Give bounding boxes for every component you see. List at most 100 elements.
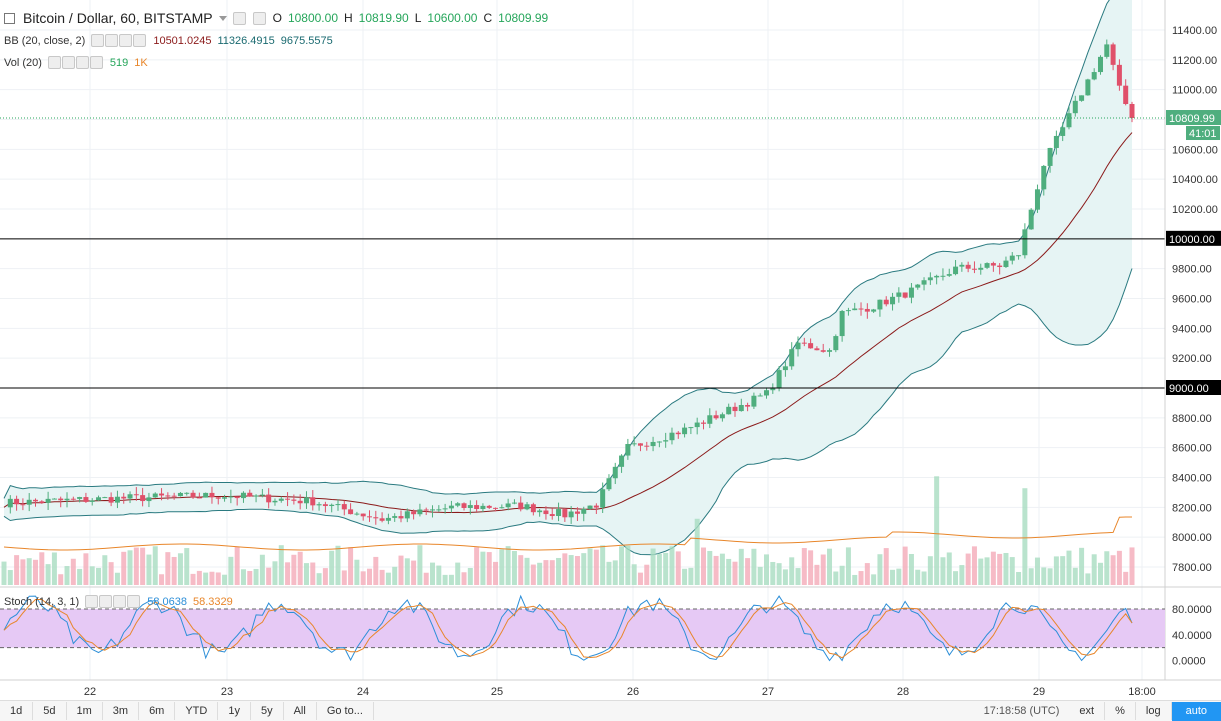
last-price-badge: 10809.99 [1169, 113, 1215, 125]
candle-body [921, 280, 927, 285]
add-icon[interactable] [119, 34, 133, 47]
candle-body [581, 508, 587, 514]
range-5d[interactable]: 5d [33, 702, 67, 720]
volume-bar [228, 556, 234, 585]
candle-body [297, 500, 303, 504]
volume-bar [745, 558, 751, 585]
volume-bar [373, 556, 379, 585]
eye-icon[interactable] [232, 11, 246, 25]
close-icon[interactable] [133, 34, 147, 47]
auto-toggle[interactable]: auto [1171, 701, 1221, 721]
level-badge-10000-bg [1166, 230, 1221, 246]
candle-body [253, 495, 259, 497]
log-toggle[interactable]: log [1136, 702, 1172, 720]
candle-body [303, 497, 309, 504]
price-tick-label: 8600.00 [1172, 443, 1212, 455]
volume-bar [348, 547, 354, 585]
candle-body [272, 500, 278, 503]
symbol-title[interactable]: Bitcoin / Dollar, 60, BITSTAMP [23, 10, 213, 26]
eye-icon[interactable] [85, 595, 99, 608]
add-icon[interactable] [113, 595, 127, 608]
level-badge-10000: 10000.00 [1169, 234, 1215, 246]
range-1d[interactable]: 1d [0, 702, 34, 720]
volume-bar [493, 561, 499, 585]
close-icon[interactable] [127, 595, 141, 608]
volume-bar [140, 547, 146, 585]
volume-bar [442, 574, 448, 585]
candle-body [719, 414, 725, 419]
candle-body [833, 336, 839, 351]
goto-button[interactable]: Go to... [317, 702, 374, 720]
candle-body [562, 509, 568, 518]
candle-body [83, 497, 89, 502]
add-icon[interactable] [75, 56, 89, 69]
candle-body [448, 505, 454, 509]
ext-toggle[interactable]: ext [1069, 702, 1106, 720]
candle-body [64, 498, 70, 501]
candle-body [1003, 260, 1009, 268]
candle-body [1060, 127, 1066, 136]
vol-label[interactable]: Vol (20) [4, 56, 42, 69]
settings-icon[interactable] [99, 595, 113, 608]
volume-bar [234, 546, 240, 585]
candle-body [209, 492, 215, 498]
volume-bar [7, 570, 13, 585]
chevron-down-icon[interactable] [218, 15, 227, 21]
range-all[interactable]: All [284, 702, 317, 720]
candle-body [436, 509, 442, 511]
candle-body [1079, 95, 1085, 101]
chart-canvas[interactable]: 11400.00 11200.00 11000.00 10800.00 10600.00… [0, 0, 1221, 700]
volume-bar [1028, 568, 1034, 585]
volume-bar [291, 554, 297, 585]
candle-body [480, 505, 486, 510]
volume-bar [310, 562, 316, 585]
settings-icon[interactable] [61, 56, 75, 69]
range-6m[interactable]: 6m [139, 702, 176, 720]
price-tick-label: 11200.00 [1172, 55, 1217, 67]
candle-body [234, 496, 240, 499]
candle-body [14, 498, 20, 505]
candle-body [1022, 229, 1028, 256]
volume-bar [474, 547, 480, 585]
candle-body [637, 443, 643, 446]
indicator-controls [47, 56, 104, 69]
bb-upper-line [3, 0, 1110, 499]
volume-bar [770, 561, 776, 585]
candle-body [159, 493, 165, 496]
bb-legend: BB (20, close, 2) 10501.0245 11326.4915 … [4, 34, 333, 47]
candle-body [751, 395, 757, 407]
settings-icon[interactable] [105, 34, 119, 47]
candle-body [801, 342, 807, 344]
candle-body [883, 299, 889, 305]
settings-icon[interactable] [252, 11, 266, 25]
collapse-icon[interactable] [4, 12, 15, 24]
candle-body [45, 498, 51, 503]
candle-body [177, 492, 183, 497]
eye-icon[interactable] [47, 56, 61, 69]
range-5y[interactable]: 5y [251, 702, 284, 720]
close-icon[interactable] [89, 56, 103, 69]
volume-bar [83, 553, 89, 585]
stoch-d-value: 58.3329 [192, 595, 233, 608]
indicator-controls [91, 34, 147, 47]
volume-bar [285, 562, 291, 585]
candle-body [102, 497, 108, 499]
candle-body [984, 263, 990, 268]
candle-body [631, 443, 637, 445]
range-3m[interactable]: 3m [103, 702, 140, 720]
range-ytd[interactable]: YTD [175, 702, 219, 720]
volume-bar [795, 568, 801, 585]
indicator-controls [85, 595, 141, 608]
percent-toggle[interactable]: % [1105, 702, 1136, 720]
volume-bar [45, 564, 51, 585]
volume-bar [978, 558, 984, 585]
range-1m[interactable]: 1m [67, 702, 103, 720]
range-1y[interactable]: 1y [218, 702, 251, 720]
candle-body [127, 494, 133, 499]
candle-body [574, 511, 580, 514]
volume-bar [927, 556, 933, 585]
stoch-label[interactable]: Stoch (14, 3, 1) [4, 595, 80, 608]
bb-label[interactable]: BB (20, close, 2) [4, 34, 86, 47]
utc-clock[interactable]: 17:18:58 (UTC) [983, 705, 1060, 717]
eye-icon[interactable] [91, 34, 105, 47]
